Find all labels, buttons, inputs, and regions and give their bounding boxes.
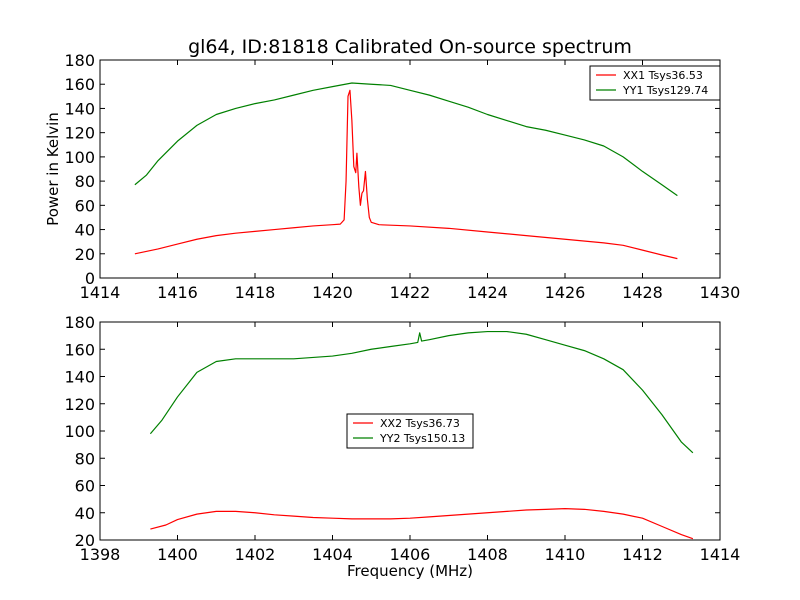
x-tick-label: 1408 [467,545,508,564]
legend-label-0-0: XX1 Tsys36.53 [623,69,703,82]
y-tick-label: 40 [75,504,95,523]
x-tick-label: 1420 [312,283,353,302]
series-line-0-1 [134,82,678,197]
y-tick-label: 0 [85,269,95,288]
x-tick-label: 1402 [235,545,276,564]
y-tick-label: 80 [75,172,95,191]
x-tick-label: 1400 [157,545,198,564]
y-tick-label: 20 [75,531,95,550]
y-tick-label: 60 [75,477,95,496]
legend-label-0-1: YY1 Tsys129.74 [622,84,708,97]
series-line-0-0 [134,89,678,260]
y-tick-label: 80 [75,449,95,468]
x-tick-label: 1406 [390,545,431,564]
x-axis-label: Frequency (MHz) [347,562,473,580]
y-tick-label: 160 [64,75,95,94]
x-tick-label: 1412 [622,545,663,564]
legend-label-1-1: YY2 Tsys150.13 [379,432,465,445]
x-tick-label: 1426 [545,283,586,302]
y-tick-label: 180 [64,313,95,332]
y-tick-label: 20 [75,245,95,264]
y-tick-label: 140 [64,368,95,387]
y-tick-label: 180 [64,51,95,70]
y-tick-label: 100 [64,422,95,441]
top-panel: 1414 1416 1418 1420 1422 1424 1426 1428 1430 0 20 4… [44,51,740,302]
x-tick-label: 1422 [390,283,431,302]
legend-box-1 [346,413,474,449]
x-tick-label: 1418 [235,283,276,302]
x-tick-label: 1398 [80,545,121,564]
y-tick-label: 120 [64,395,95,414]
y-tick-label: 160 [64,340,95,359]
x-tick-label: 1404 [312,545,353,564]
series-line-1-0 [150,508,694,540]
legend-box-0 [589,65,721,101]
series-line-1-1 [149,330,694,454]
x-tick-label: 1424 [467,283,508,302]
y-axis-label: Power in Kelvin [44,112,62,226]
y-tick-label: 100 [64,148,95,167]
y-tick-label: 140 [64,99,95,118]
x-tick-label: 1410 [545,545,586,564]
figure-title: gl64, ID:81818 Calibrated On-source spec… [188,36,632,58]
x-tick-label: 1416 [157,283,198,302]
y-tick-label: 60 [75,196,95,215]
bottom-panel: 1398 1400 1402 1404 1406 1408 1410 1412 1414 20 40… [64,313,740,580]
y-tick-label: 120 [64,124,95,143]
x-tick-label: 1428 [622,283,663,302]
x-tick-label: 1414 [700,545,741,564]
y-tick-label: 40 [75,221,95,240]
legend-label-1-0: XX2 Tsys36.73 [380,417,460,430]
x-tick-label: 1414 [80,283,121,302]
x-tick-label: 1430 [700,283,741,302]
